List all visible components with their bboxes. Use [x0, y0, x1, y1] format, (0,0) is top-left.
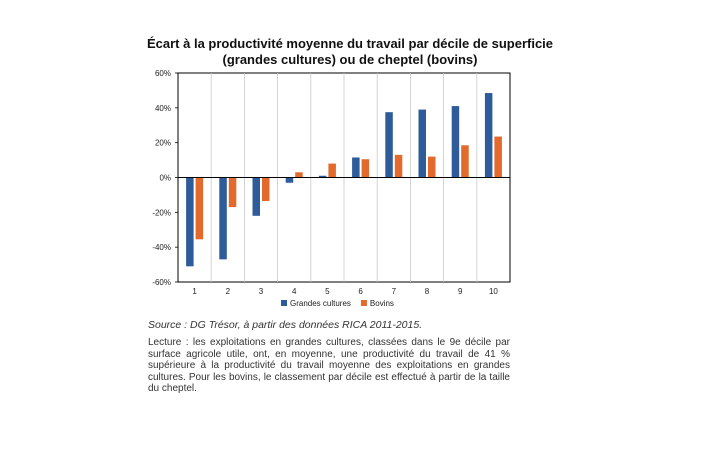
legend-swatch [281, 300, 287, 306]
y-tick-label: 20% [155, 139, 171, 148]
bar-grandes-cultures-decile-2 [219, 177, 227, 260]
x-tick-label: 9 [458, 287, 463, 296]
bar-bovins-decile-3 [262, 177, 270, 202]
y-tick-label: -40% [152, 243, 171, 252]
chart-title-line-1: Écart à la productivité moyenne du trava… [146, 36, 554, 51]
bar-grandes-cultures-decile-5 [318, 175, 327, 178]
chart-title: Écart à la productivité moyenne du trava… [100, 36, 600, 68]
x-tick-label: 3 [259, 287, 264, 296]
bar-bovins-decile-8 [428, 156, 436, 178]
bar-bovins-decile-4 [295, 172, 303, 178]
x-tick-label: 1 [192, 287, 197, 296]
x-tick-label: 8 [425, 287, 430, 296]
legend-label: Bovins [370, 299, 394, 308]
reading-note: Lecture : les exploitations en grandes c… [148, 337, 510, 395]
bar-bovins-decile-7 [394, 154, 403, 178]
bar-bovins-decile-5 [328, 163, 336, 178]
x-tick-label: 6 [358, 287, 363, 296]
bar-grandes-cultures-decile-3 [252, 177, 260, 216]
bar-grandes-cultures-decile-1 [186, 177, 194, 267]
y-tick-label: 0% [159, 174, 171, 183]
legend-swatch [360, 300, 367, 306]
bar-grandes-cultures-decile-10 [484, 93, 493, 178]
bar-bovins-decile-10 [494, 136, 502, 178]
bar-bovins-decile-6 [361, 159, 370, 178]
bar-grandes-cultures-decile-7 [385, 112, 393, 178]
bar-grandes-cultures-decile-6 [352, 157, 360, 178]
bar-grandes-cultures-decile-9 [451, 106, 460, 178]
x-tick-label: 7 [392, 287, 397, 296]
x-tick-label: 2 [226, 287, 231, 296]
x-tick-label: 10 [489, 287, 498, 296]
bar-grandes-cultures-decile-4 [285, 177, 294, 183]
bar-bovins-decile-9 [461, 145, 469, 178]
source-note: Source : DG Trésor, à partir des données… [148, 319, 423, 331]
bar-grandes-cultures-decile-8 [418, 109, 426, 178]
y-tick-label: 60% [155, 69, 171, 78]
x-tick-label: 4 [292, 287, 297, 296]
chart-title-line-2: (grandes cultures) ou de cheptel (bovins… [222, 52, 478, 67]
x-tick-label: 5 [325, 287, 330, 296]
y-tick-label: -60% [152, 278, 171, 287]
legend-label: Grandes cultures [290, 299, 351, 308]
bar-bovins-decile-1 [195, 177, 204, 240]
bar-bovins-decile-2 [228, 177, 237, 208]
y-tick-label: -20% [152, 208, 171, 217]
y-tick-label: 40% [155, 104, 171, 113]
